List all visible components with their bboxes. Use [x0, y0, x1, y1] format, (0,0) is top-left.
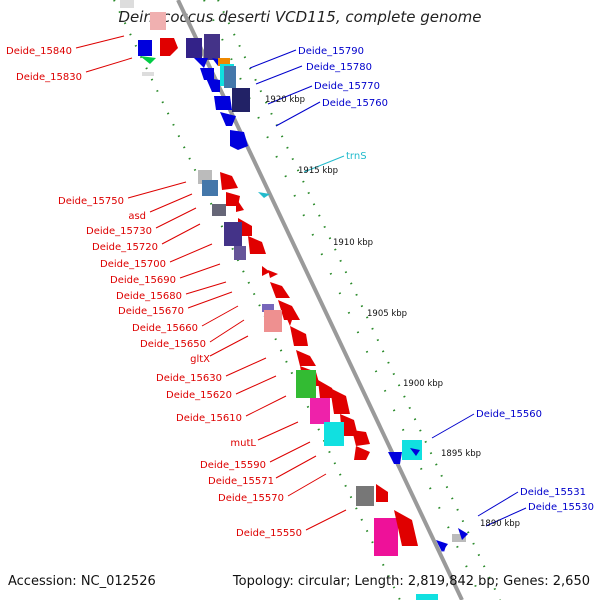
gene-box: [138, 40, 152, 56]
gene-label[interactable]: Deide_15790: [298, 46, 364, 57]
gene-box: [310, 398, 330, 424]
gene-label[interactable]: trnS: [346, 151, 367, 162]
gene-arrow: [410, 448, 420, 456]
gene-box: [202, 180, 218, 196]
gene-label[interactable]: Deide_15750: [58, 196, 124, 207]
scale-tick-1910: 1910 kbp: [333, 238, 373, 248]
right-gene-track: [120, 0, 468, 552]
gene-arrow: [236, 198, 244, 212]
gene-box: [234, 246, 246, 260]
gene-label[interactable]: Deide_15830: [16, 72, 82, 83]
gene-box: [120, 0, 134, 8]
gene-label[interactable]: Deide_15780: [306, 62, 372, 73]
gene-arrow: [330, 388, 350, 414]
gene-label[interactable]: Deide_15560: [476, 409, 542, 420]
scale-tick-1890: 1890 kbp: [480, 519, 520, 529]
gene-label[interactable]: Deide_15630: [156, 373, 222, 384]
map-title: Deinococcus deserti VCD115, complete gen…: [118, 8, 482, 26]
gene-label[interactable]: Deide_15680: [116, 291, 182, 302]
gene-box: [262, 304, 274, 312]
gene-arrow: [278, 300, 300, 320]
gene-box: [224, 66, 236, 88]
gene-box: [356, 486, 374, 506]
gene-arrow: [354, 446, 370, 460]
gene-label[interactable]: Deide_15570: [218, 493, 284, 504]
gene-box: [212, 204, 226, 216]
gene-arrow: [458, 528, 468, 540]
gene-label[interactable]: Deide_15670: [118, 306, 184, 317]
gene-arrow: [194, 58, 208, 68]
gene-arrow: [352, 430, 370, 446]
gene-label[interactable]: Deide_15660: [132, 323, 198, 334]
gene-label[interactable]: Deide_15610: [176, 413, 242, 424]
gene-arrow: [284, 312, 292, 326]
gene-arrow: [200, 68, 214, 80]
gene-label[interactable]: Deide_15590: [200, 460, 266, 471]
gene-box: [218, 58, 230, 66]
gene-label[interactable]: Deide_15550: [236, 528, 302, 539]
gene-arrow: [376, 484, 388, 502]
gene-label[interactable]: Deide_15531: [520, 487, 586, 498]
gene-arrow: [214, 96, 232, 110]
gene-box: [452, 534, 466, 542]
scale-tick-1915: 1915 kbp: [298, 166, 338, 176]
gene-box: [150, 12, 166, 30]
gene-arrow: [220, 112, 236, 126]
gene-arrow: [296, 350, 316, 366]
gene-label[interactable]: Deide_15620: [166, 390, 232, 401]
gene-box: [416, 594, 438, 600]
gene-arrow: [206, 78, 220, 92]
gene-box: [204, 34, 220, 60]
gene-box: [186, 38, 202, 58]
gene-arrow: [248, 236, 266, 254]
gene-label[interactable]: Deide_15840: [6, 46, 72, 57]
gene-arrow: [394, 510, 418, 546]
gene-label[interactable]: Deide_15730: [86, 226, 152, 237]
gene-arrow: [388, 452, 402, 464]
gene-label[interactable]: Deide_15690: [110, 275, 176, 286]
gene-arrow: [262, 266, 270, 276]
gene-box: [224, 222, 242, 246]
gene-arrow: [230, 130, 248, 150]
gene-arrow: [160, 38, 178, 56]
gene-label[interactable]: Deide_15530: [528, 502, 594, 513]
genome-summary-text: Topology: circular; Length: 2,819,842 bp…: [232, 574, 590, 589]
gene-arrow: [268, 270, 278, 278]
gene-label[interactable]: gltX: [190, 354, 210, 365]
gene-arrow: [270, 282, 290, 298]
scale-tick-1920: 1920 kbp: [265, 95, 305, 105]
gene-arrow: [290, 326, 308, 346]
gene-label[interactable]: Deide_15700: [100, 259, 166, 270]
gene-label[interactable]: Deide_15720: [92, 242, 158, 253]
gene-arrow: [438, 544, 446, 552]
scale-tick-1900: 1900 kbp: [403, 379, 443, 389]
callout-lines: [75, 35, 527, 531]
gene-box: [324, 422, 344, 446]
gene-label[interactable]: Deide_15760: [322, 98, 388, 109]
gene-arrow: [220, 172, 238, 190]
gene-box: [232, 88, 250, 112]
gene-label[interactable]: Deide_15650: [140, 339, 206, 350]
accession-text: Accession: NC_012526: [8, 574, 156, 589]
gene-label[interactable]: Deide_15571: [208, 476, 274, 487]
gene-label[interactable]: mutL: [230, 438, 256, 449]
gene-label[interactable]: Deide_15770: [314, 81, 380, 92]
gene-box: [264, 310, 282, 332]
gene-label[interactable]: asd: [128, 211, 146, 222]
scale-tick-1905: 1905 kbp: [367, 309, 407, 319]
gene-box: [374, 518, 398, 556]
scale-tick-1895: 1895 kbp: [441, 449, 481, 459]
gene-arrow: [140, 56, 156, 64]
left-gene-track: [138, 12, 438, 600]
trna-arrow: [258, 192, 270, 198]
gene-box: [142, 72, 154, 76]
gene-box: [296, 370, 316, 398]
